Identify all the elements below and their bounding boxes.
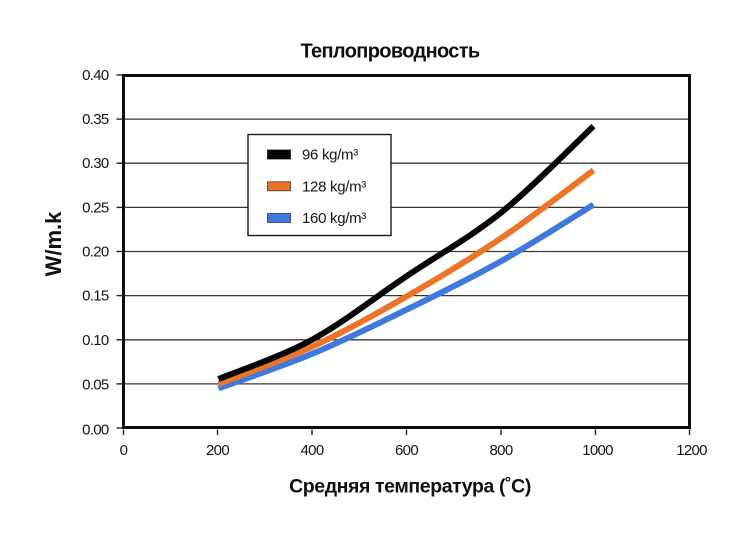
svg-text:1200: 1200 bbox=[676, 442, 707, 459]
svg-text:128 kg/m³: 128 kg/m³ bbox=[302, 178, 366, 195]
svg-text:0.25: 0.25 bbox=[82, 199, 109, 216]
svg-text:600: 600 bbox=[395, 442, 418, 459]
svg-text:800: 800 bbox=[490, 442, 513, 459]
svg-text:0.00: 0.00 bbox=[82, 421, 109, 438]
svg-text:160 kg/m³: 160 kg/m³ bbox=[302, 210, 366, 227]
svg-text:0.05: 0.05 bbox=[82, 377, 109, 394]
svg-text:Теплопроводность: Теплопроводность bbox=[300, 41, 479, 63]
svg-text:200: 200 bbox=[206, 442, 229, 459]
svg-text:0.15: 0.15 bbox=[82, 288, 109, 305]
svg-text:0: 0 bbox=[120, 442, 128, 459]
svg-text:96 kg/m³: 96 kg/m³ bbox=[302, 147, 358, 164]
svg-text:0.10: 0.10 bbox=[82, 332, 109, 349]
svg-text:Средняя температура (˚C): Средняя температура (˚C) bbox=[289, 475, 531, 498]
svg-text:0.30: 0.30 bbox=[82, 155, 109, 172]
svg-text:0.40: 0.40 bbox=[82, 67, 109, 84]
svg-text:W/m.k: W/m.k bbox=[41, 211, 66, 277]
svg-text:1000: 1000 bbox=[582, 442, 613, 459]
svg-text:0.35: 0.35 bbox=[82, 111, 109, 128]
svg-text:0.20: 0.20 bbox=[82, 244, 109, 261]
svg-text:400: 400 bbox=[301, 442, 324, 459]
